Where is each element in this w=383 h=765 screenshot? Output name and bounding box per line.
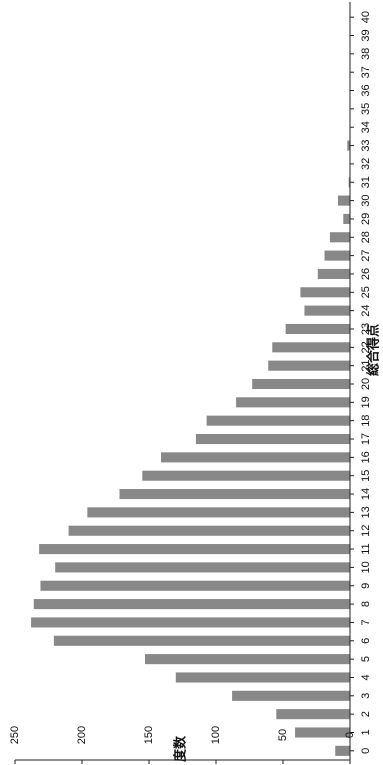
bar-25 [300, 287, 350, 298]
category-tick-label: 21 [360, 360, 372, 372]
category-tick-label: 9 [360, 583, 372, 589]
axis-layer [15, 2, 351, 761]
bar-23 [285, 323, 350, 335]
category-tick-label: 20 [360, 378, 372, 390]
bar-12 [68, 525, 350, 536]
category-tick-label: 0 [360, 748, 372, 754]
category-tick-label: 18 [360, 415, 372, 427]
category-tick-label: 29 [360, 213, 372, 225]
category-tick-label: 16 [360, 451, 372, 463]
value-tick-label: 150 [143, 726, 155, 744]
bar-31 [348, 177, 350, 188]
category-tick-label: 3 [360, 693, 372, 699]
category-tick-label: 38 [360, 48, 372, 60]
category-tick-label: 35 [360, 103, 372, 115]
value-tick-label: 50 [277, 729, 289, 741]
bar-15 [142, 470, 350, 481]
ticks-layer: 0123456789101112131415161718192021222324… [9, 11, 372, 764]
bars-layer [31, 140, 351, 756]
value-tick-label: 100 [210, 726, 222, 744]
category-tick-label: 30 [360, 194, 372, 206]
category-tick-label: 6 [360, 638, 372, 644]
bar-33 [347, 140, 350, 151]
bar-30 [337, 195, 350, 206]
bar-17 [195, 433, 350, 445]
category-tick-label: 28 [360, 231, 372, 243]
category-tick-label: 1 [360, 729, 372, 735]
bar-21 [268, 360, 350, 371]
category-tick-label: 13 [360, 506, 372, 518]
bar-29 [343, 213, 350, 224]
y-axis-title: 度数 [173, 735, 188, 762]
category-tick-label: 36 [360, 84, 372, 96]
value-tick-label: 200 [76, 726, 88, 744]
category-tick-label: 15 [360, 470, 372, 482]
bar-1 [295, 727, 350, 738]
bar-8 [33, 599, 350, 610]
bar-26 [317, 268, 350, 279]
category-tick-label: 22 [360, 341, 372, 353]
category-tick-label: 39 [360, 29, 372, 41]
category-tick-label: 17 [360, 433, 372, 445]
category-tick-label: 11 [360, 543, 372, 554]
bar-11 [39, 544, 351, 555]
category-tick-label: 4 [360, 674, 372, 680]
category-tick-label: 31 [360, 176, 372, 188]
category-tick-label: 25 [360, 286, 372, 298]
category-tick-label: 23 [360, 323, 372, 335]
bar-22 [272, 342, 350, 353]
category-tick-label: 32 [360, 158, 372, 170]
category-tick-label: 26 [360, 268, 372, 280]
category-tick-label: 2 [360, 711, 372, 717]
bar-20 [252, 378, 350, 390]
bar-18 [206, 415, 350, 426]
bar-0 [335, 745, 350, 756]
category-tick-label: 34 [360, 121, 372, 133]
category-tick-label: 33 [360, 139, 372, 151]
bar-16 [161, 452, 350, 463]
bar-7 [31, 617, 351, 628]
x-axis-title: 総合得点 [366, 324, 381, 376]
bar-6 [53, 635, 351, 646]
bar-3 [232, 690, 350, 701]
bar-4 [175, 672, 350, 683]
category-tick-label: 40 [360, 11, 372, 23]
category-tick-label: 8 [360, 601, 372, 607]
category-tick-label: 24 [360, 305, 372, 317]
category-tick-label: 37 [360, 66, 372, 78]
category-tick-label: 7 [360, 619, 372, 625]
bar-19 [236, 397, 350, 408]
bar-28 [329, 232, 350, 243]
value-tick-label: 250 [9, 726, 21, 744]
value-tick-label: 0 [344, 732, 356, 738]
bar-9 [40, 580, 351, 591]
category-tick-label: 5 [360, 656, 372, 662]
bar-13 [87, 507, 351, 518]
bar-14 [119, 489, 351, 500]
category-tick-label: 27 [360, 249, 372, 261]
category-tick-label: 12 [360, 525, 372, 537]
category-tick-label: 14 [360, 488, 372, 500]
category-tick-label: 19 [360, 396, 372, 408]
category-tick-label: 10 [360, 561, 372, 573]
bar-10 [55, 562, 350, 573]
bar-2 [276, 709, 350, 720]
bar-27 [324, 250, 350, 261]
bar-5 [144, 654, 350, 665]
bar-24 [304, 305, 350, 316]
